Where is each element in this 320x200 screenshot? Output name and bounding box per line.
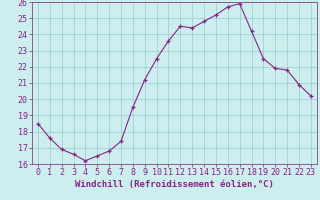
X-axis label: Windchill (Refroidissement éolien,°C): Windchill (Refroidissement éolien,°C) <box>75 180 274 189</box>
